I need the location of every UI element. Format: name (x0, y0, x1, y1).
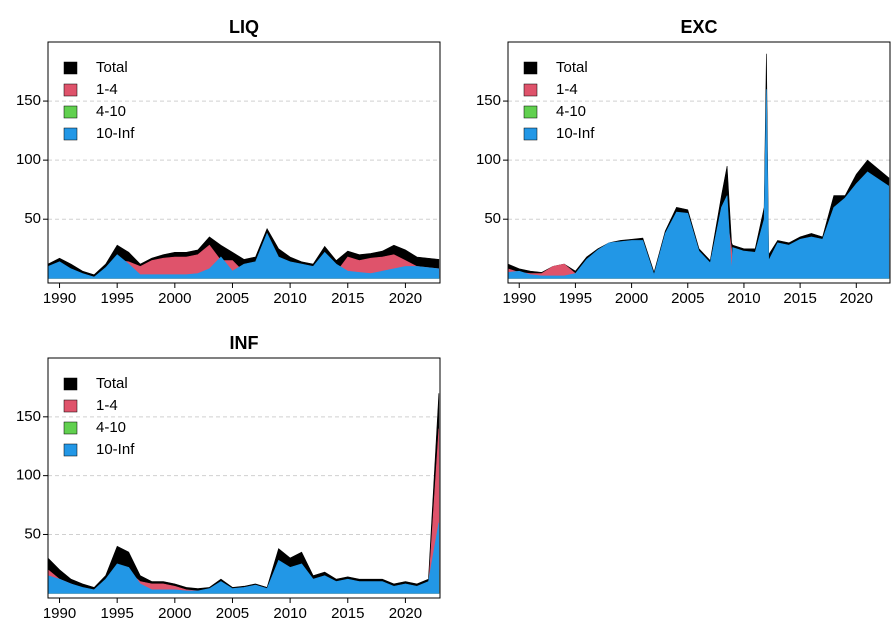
y-tick-label: 100 (476, 151, 501, 168)
legend-label: 4-10 (96, 419, 126, 436)
area (48, 523, 439, 594)
legend-label: Total (96, 59, 128, 76)
x-tick-label: 2010 (727, 290, 760, 307)
legend-swatch (64, 106, 77, 118)
legend-swatch (64, 444, 77, 456)
x-tick-label: 2020 (389, 290, 422, 307)
legend-swatch (64, 378, 77, 390)
panel-title: INF (230, 333, 259, 353)
y-tick-label: 100 (16, 467, 41, 484)
x-tick-label: 2005 (671, 290, 704, 307)
x-tick-label: 2015 (783, 290, 816, 307)
y-tick-label: 150 (16, 408, 41, 425)
y-tick-label: 50 (24, 210, 41, 227)
x-tick-label: 2000 (158, 605, 191, 622)
legend-label: Total (96, 375, 128, 392)
chart: LIQ 50 100 150 1990 1995 2000 2005 2010 2015 2020 T… (0, 0, 891, 623)
legend-swatch (64, 422, 77, 434)
legend-label: 1-4 (556, 81, 578, 98)
legend-label: 10-Inf (96, 441, 135, 458)
x-tick-label: 1995 (100, 290, 133, 307)
x-tick-label: 2015 (331, 605, 364, 622)
x-tick-label: 2005 (216, 605, 249, 622)
x-tick-label: 2020 (389, 605, 422, 622)
plot-frame (48, 358, 440, 598)
legend-swatch (64, 128, 77, 140)
legend-label: 1-4 (96, 81, 118, 98)
x-tick-label: 2000 (158, 290, 191, 307)
y-tick-label: 50 (484, 210, 501, 227)
legend-label: Total (556, 59, 588, 76)
y-tick-label: 150 (476, 92, 501, 109)
legend-swatch (64, 62, 77, 74)
x-tick-label: 2005 (216, 290, 249, 307)
legend-swatch (64, 400, 77, 412)
legend-label: 1-4 (96, 397, 118, 414)
x-tick-label: 1990 (43, 605, 76, 622)
x-tick-label: 2020 (840, 290, 873, 307)
x-tick-label: 2015 (331, 290, 364, 307)
x-tick-label: 1995 (100, 605, 133, 622)
legend-swatch (524, 62, 537, 74)
legend-swatch (524, 84, 537, 96)
x-tick-label: 2010 (273, 290, 306, 307)
x-tick-label: 1995 (559, 290, 592, 307)
x-tick-label: 2010 (273, 605, 306, 622)
x-tick-label: 1990 (503, 290, 536, 307)
y-tick-label: 100 (16, 151, 41, 168)
legend-label: 4-10 (96, 103, 126, 120)
x-tick-label: 1990 (43, 290, 76, 307)
legend-swatch (524, 128, 537, 140)
y-tick-label: 150 (16, 92, 41, 109)
legend-label: 4-10 (556, 103, 586, 120)
legend-label: 10-Inf (96, 125, 135, 142)
legend-swatch (524, 106, 537, 118)
panel-title: EXC (680, 17, 717, 37)
panel-title: LIQ (229, 17, 259, 37)
legend-label: 10-Inf (556, 125, 595, 142)
legend-swatch (64, 84, 77, 96)
plot-frame (48, 42, 440, 283)
y-tick-label: 50 (24, 525, 41, 542)
x-tick-label: 2000 (615, 290, 648, 307)
